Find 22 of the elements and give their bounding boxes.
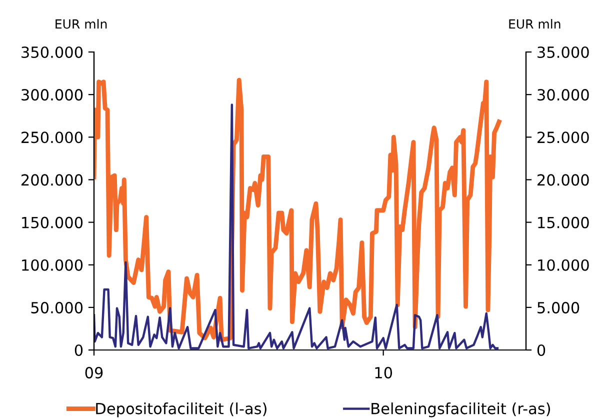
y2-tick-label: 10.000 [538, 259, 589, 271]
y-tick-label: 250.000 [22, 132, 83, 144]
y2-tick-label: 20.000 [538, 174, 589, 186]
y2-tick-label: 25.000 [538, 132, 589, 144]
y2-tick-label: 15.000 [538, 216, 589, 228]
y2-tick-label: 30.000 [538, 89, 589, 101]
y2-tick-label: 5.000 [538, 302, 580, 314]
y2-tick-label: 0 [537, 344, 546, 356]
x-tick-label: 10 [375, 366, 392, 378]
y-axis-title: EUR mln [56, 19, 107, 29]
legend-label: Beleningsfaciliteit (r-as) [372, 402, 550, 418]
y-tick-label: 350.000 [22, 46, 83, 58]
y2-axis-title: EUR mln [509, 19, 560, 29]
y-tick-label: 300.000 [22, 89, 83, 101]
y2-tick-label: 35.000 [538, 46, 589, 58]
y-tick-label: 0 [74, 344, 83, 356]
x-tick-label: 09 [85, 366, 103, 378]
legend-label: Depositofaciliteit (l-as) [96, 402, 266, 418]
y-tick-label: 50.000 [31, 302, 83, 314]
y-tick-label: 100.000 [22, 259, 83, 271]
y-tick-label: 150.000 [22, 216, 83, 228]
y-tick-label: 200.000 [22, 174, 83, 186]
